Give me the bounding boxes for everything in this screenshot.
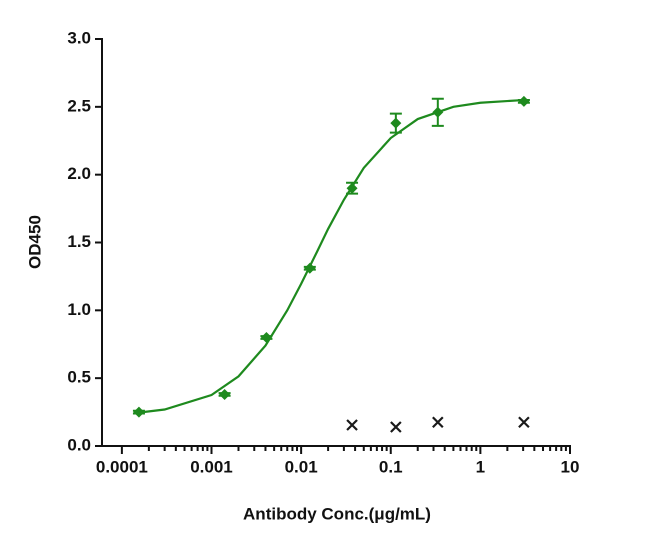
y-axis-title: OD450 (25, 215, 44, 269)
y-tick-label: 2.5 (67, 96, 91, 115)
data-point (219, 388, 231, 400)
x-tick-label: 0.1 (379, 457, 403, 476)
y-tick-label: 2.0 (67, 164, 91, 183)
x-tick-label: 0.0001 (96, 457, 148, 476)
x-tick-label: 0.01 (285, 457, 318, 476)
control-point (346, 419, 358, 431)
control-point (390, 421, 402, 433)
y-tick-label: 1.5 (67, 232, 91, 251)
control-point (518, 416, 530, 429)
y-tick-label: 1.0 (67, 300, 91, 319)
data-point (390, 117, 402, 129)
data-point (518, 95, 530, 107)
fit-curve (137, 98, 524, 414)
x-axis-title: Antibody Conc.(μg/mL) (243, 504, 431, 523)
y-tick-label: 3.0 (67, 28, 91, 47)
y-tick-label: 0.5 (67, 368, 91, 387)
x-tick-label: 0.001 (190, 457, 233, 476)
x-tick-label: 1 (476, 457, 485, 476)
x-tick-label: 10 (561, 457, 580, 476)
y-tick-label: 0.0 (67, 435, 91, 454)
control-point (432, 416, 444, 429)
